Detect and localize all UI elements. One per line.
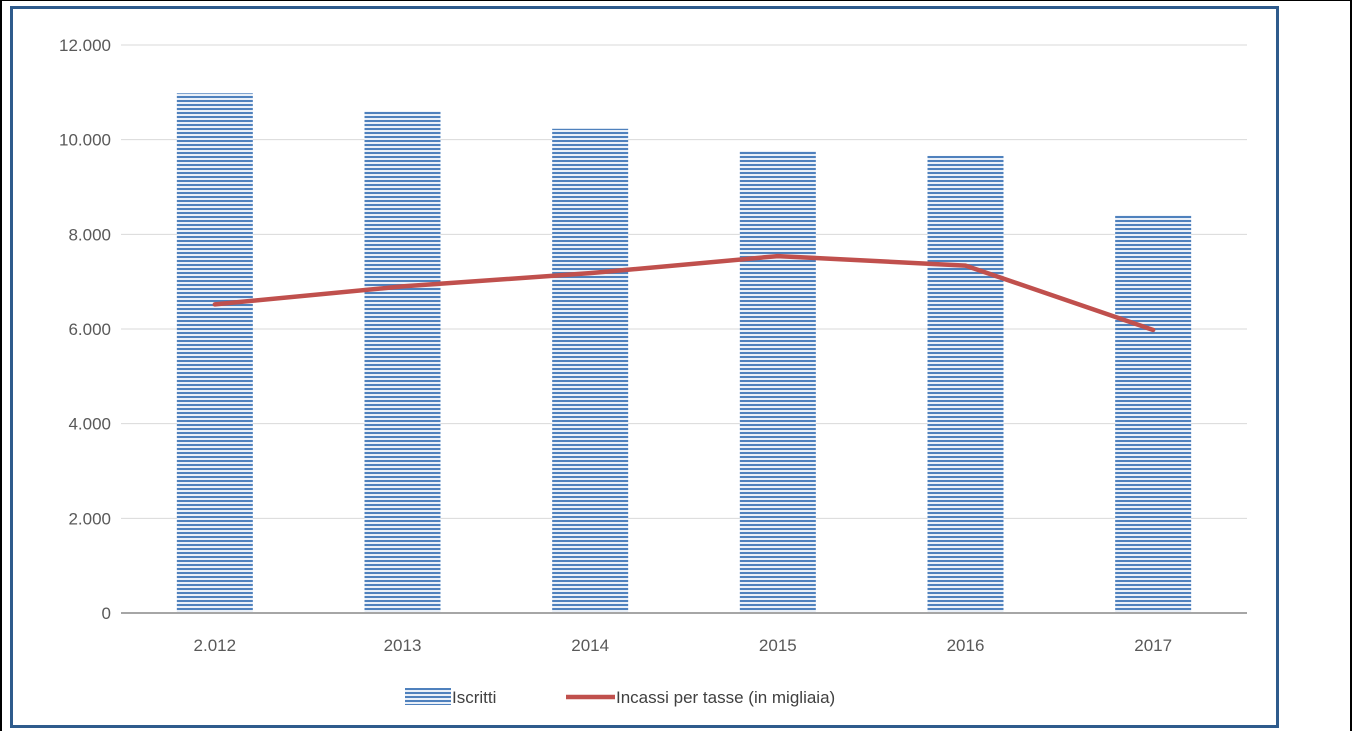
- line-incassi: [212, 253, 1156, 333]
- bar-iscritti-2013: [364, 111, 441, 614]
- bar-iscritti-2015: [739, 151, 816, 613]
- y-tick-label: 8.000: [68, 225, 111, 244]
- y-tick-label: 0: [102, 604, 111, 623]
- y-tick-label: 10.000: [59, 131, 111, 150]
- y-tick-label: 12.000: [59, 36, 111, 55]
- y-tick-label: 6.000: [68, 320, 111, 339]
- legend-swatch-iscritti: [405, 688, 451, 705]
- x-tick-label: 2015: [759, 636, 797, 655]
- x-tick-label: 2016: [947, 636, 985, 655]
- y-tick-label: 2.000: [68, 509, 111, 528]
- x-tick-label: 2017: [1134, 636, 1172, 655]
- x-tick-label: 2013: [384, 636, 422, 655]
- bar-iscritti-2014: [552, 128, 629, 613]
- bar-iscritti-2017: [1115, 215, 1192, 613]
- bar-iscritti-2016: [927, 155, 1004, 613]
- legend-label-incassi: Incassi per tasse (in migliaia): [616, 688, 835, 707]
- legend-label-iscritti: Iscritti: [452, 688, 496, 707]
- x-tick-label: 2.012: [194, 636, 237, 655]
- y-tick-label: 4.000: [68, 415, 111, 434]
- bar-iscritti-2.012: [176, 93, 253, 613]
- x-tick-label: 2014: [571, 636, 609, 655]
